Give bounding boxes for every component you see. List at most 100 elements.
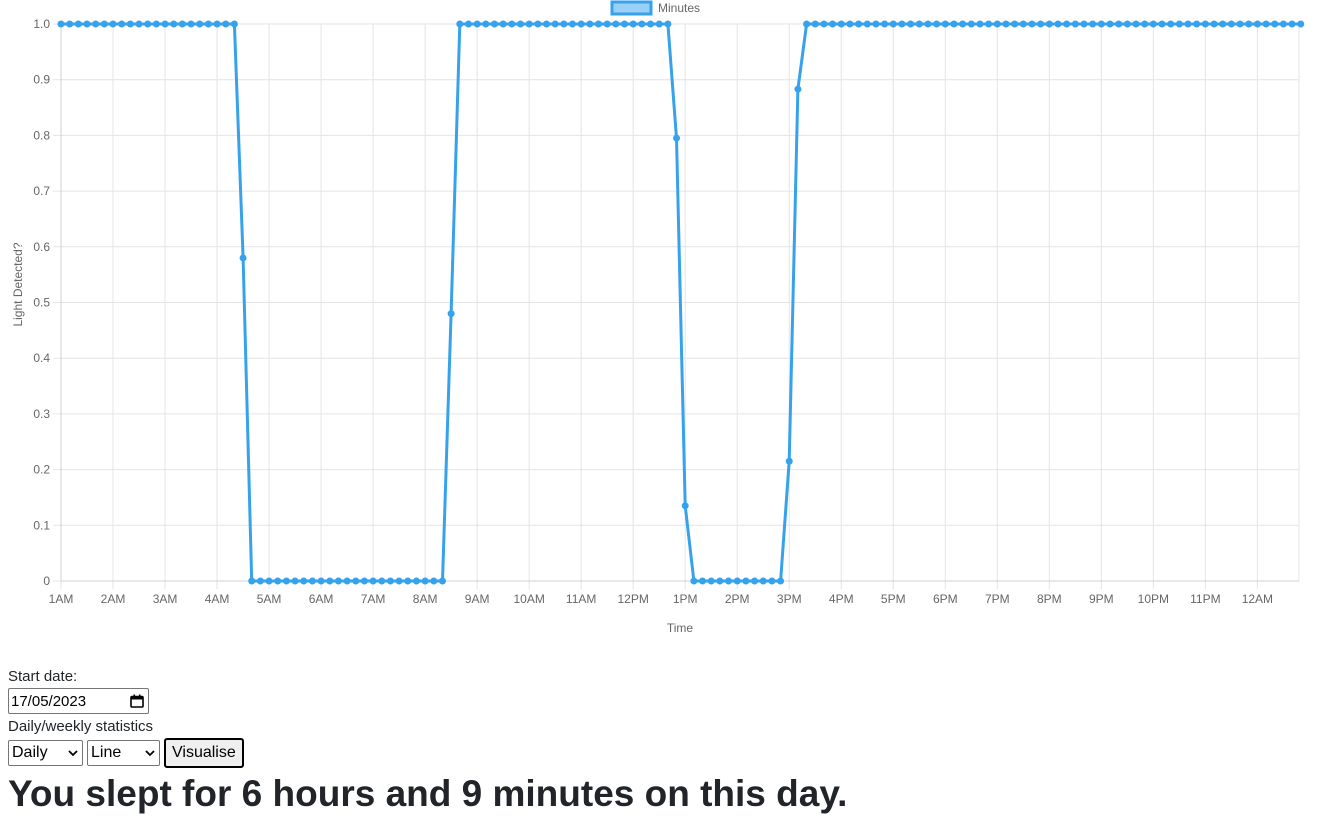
y-tick-label: 0.5 <box>33 296 50 310</box>
data-point <box>395 577 403 585</box>
x-tick-label: 2PM <box>725 592 750 606</box>
data-point <box>464 20 472 28</box>
data-point <box>369 577 377 585</box>
data-point <box>1011 20 1019 28</box>
data-point <box>1227 20 1235 28</box>
y-tick-label: 0.7 <box>33 184 50 198</box>
data-point <box>239 254 247 262</box>
data-point <box>1279 20 1287 28</box>
data-point <box>985 20 993 28</box>
x-axis-title: Time <box>667 621 694 635</box>
period-select[interactable]: Daily <box>8 740 83 766</box>
data-point <box>187 20 195 28</box>
start-date-input[interactable]: 17/05/2023 <box>8 688 149 714</box>
data-point <box>855 20 863 28</box>
data-point <box>811 20 819 28</box>
data-point <box>178 20 186 28</box>
data-point <box>681 502 689 510</box>
calendar-icon[interactable] <box>130 694 144 708</box>
data-point <box>872 20 880 28</box>
data-point <box>1080 20 1088 28</box>
data-point <box>586 20 594 28</box>
data-point <box>889 20 897 28</box>
data-point <box>378 577 386 585</box>
data-point <box>126 20 134 28</box>
data-point <box>1219 20 1227 28</box>
data-point <box>1167 20 1175 28</box>
data-point <box>560 20 568 28</box>
data-point <box>447 310 455 318</box>
y-axis-title: Light Detected? <box>11 242 25 326</box>
data-point <box>170 20 178 28</box>
data-point <box>542 20 550 28</box>
y-tick-label: 0.8 <box>33 128 50 142</box>
data-point <box>820 20 828 28</box>
data-point <box>612 20 620 28</box>
data-point <box>941 20 949 28</box>
data-point <box>1253 20 1261 28</box>
data-point <box>742 577 750 585</box>
y-tick-label: 0.2 <box>33 463 50 477</box>
data-point <box>499 20 507 28</box>
data-point <box>204 20 212 28</box>
data-point <box>1262 20 1270 28</box>
chart-type-select-value: Line <box>91 744 122 761</box>
data-point <box>1123 20 1131 28</box>
data-point <box>690 577 698 585</box>
x-tick-label: 3AM <box>153 592 178 606</box>
data-point <box>438 577 446 585</box>
data-point <box>386 577 394 585</box>
y-tick-label: 0 <box>43 574 50 588</box>
x-tick-label: 4PM <box>829 592 854 606</box>
data-point <box>1097 20 1105 28</box>
data-point <box>794 85 802 93</box>
data-point <box>638 20 646 28</box>
data-point <box>1297 20 1305 28</box>
data-point <box>568 20 576 28</box>
data-point <box>534 20 542 28</box>
data-point <box>100 20 108 28</box>
data-point <box>716 577 724 585</box>
data-point <box>92 20 100 28</box>
data-point <box>1245 20 1253 28</box>
data-point <box>881 20 889 28</box>
data-point <box>950 20 958 28</box>
data-point <box>152 20 160 28</box>
y-tick-label: 0.1 <box>33 518 50 532</box>
data-point <box>516 20 524 28</box>
data-point <box>473 20 481 28</box>
y-tick-label: 0.6 <box>33 240 50 254</box>
sleep-light-chart: 0 0.1 0.2 0.3 0.4 0.5 0.6 0.7 0.8 0.9 1.0 1AM 2AM 3AM… <box>11 0 1305 635</box>
data-point <box>1071 20 1079 28</box>
chart-type-select[interactable]: Line <box>87 740 160 766</box>
x-tick-label: 1PM <box>673 592 698 606</box>
data-point <box>993 20 1001 28</box>
data-point <box>1037 20 1045 28</box>
visualise-button[interactable]: Visualise <box>164 738 244 768</box>
x-tick-label: 5AM <box>257 592 282 606</box>
data-point <box>664 20 672 28</box>
data-point <box>785 457 793 465</box>
data-point <box>1193 20 1201 28</box>
data-point <box>1288 20 1296 28</box>
x-tick-label: 11AM <box>566 592 596 606</box>
data-point <box>1045 20 1053 28</box>
data-point <box>144 20 152 28</box>
data-point <box>1002 20 1010 28</box>
data-point <box>621 20 629 28</box>
chevron-down-icon <box>68 750 78 757</box>
data-point <box>118 20 126 28</box>
data-point <box>161 20 169 28</box>
data-point <box>135 20 143 28</box>
data-point <box>343 577 351 585</box>
data-point <box>907 20 915 28</box>
data-point <box>1054 20 1062 28</box>
data-point <box>334 577 342 585</box>
data-point <box>230 20 238 28</box>
y-tick-label: 0.9 <box>33 73 50 87</box>
statistics-label: Daily/weekly statistics <box>8 718 154 735</box>
x-tick-label: 11PM <box>1190 592 1220 606</box>
data-point <box>595 20 603 28</box>
controls-panel: Start date: 17/05/2023 Daily/weekly stat… <box>8 668 1308 816</box>
data-point <box>933 20 941 28</box>
